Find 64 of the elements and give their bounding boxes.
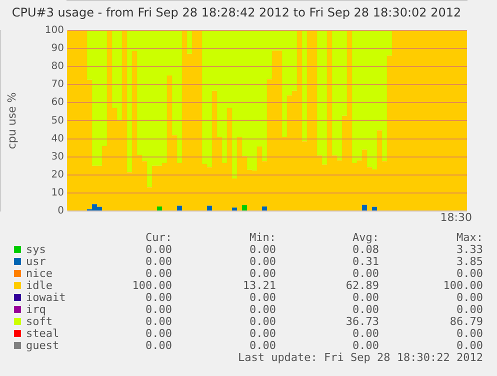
text: 0.00 (250, 327, 276, 340)
text: 0.00 (250, 303, 276, 316)
y-tick-label: 10 (51, 188, 64, 199)
text: 0.00 (146, 339, 172, 352)
text: 0.00 (352, 327, 379, 340)
y-tick-label: 90 (51, 43, 64, 54)
text: Cur: (146, 231, 172, 244)
legend-label: nice (26, 267, 52, 280)
text: 0.00 (250, 291, 276, 304)
text: 0.00 (456, 291, 483, 304)
text: 13.21 (242, 279, 276, 292)
legend-label: idle (26, 279, 52, 292)
legend-label: steal (26, 327, 60, 340)
y-tick-label: 40 (51, 133, 64, 144)
chart-title: CPU#3 usage - from Fri Sep 28 18:28:42 2012 to Fri Sep 28 18:30:02 2012 (12, 5, 462, 20)
text: 0.00 (146, 327, 172, 340)
text: 0.00 (146, 291, 172, 304)
y-tick-label: 100 (44, 24, 64, 36)
text: 0.00 (352, 303, 379, 316)
legend-label: sys (26, 243, 46, 256)
text: 0.00 (352, 291, 379, 304)
legend-label: iowait (26, 291, 66, 304)
text: 100.00 (443, 279, 483, 292)
text: 0.00 (146, 243, 172, 256)
text: 0.00 (352, 267, 379, 280)
text: 62.89 (346, 279, 379, 292)
y-tick-label: 30 (51, 151, 64, 162)
text: 86.79 (450, 315, 483, 328)
text: 3.85 (456, 255, 483, 268)
text: 3.33 (456, 243, 483, 256)
text: 0.00 (352, 339, 379, 352)
text: 0.00 (146, 255, 172, 268)
y-tick-label: 80 (51, 61, 64, 72)
text: 0.00 (146, 315, 172, 328)
text: Min: (250, 231, 276, 244)
legend-label: soft (26, 315, 52, 328)
text: Max: (456, 231, 483, 244)
text: Avg: (352, 231, 379, 244)
legend-label: usr (26, 255, 46, 268)
y-tick-label: 50 (51, 115, 64, 126)
text: 0.00 (250, 315, 276, 328)
text: 0.00 (456, 339, 483, 352)
text: 36.73 (346, 315, 379, 328)
text: 0.00 (250, 339, 276, 352)
y-tick-label: 70 (51, 79, 64, 90)
y-tick-label: 0 (58, 206, 64, 217)
text: 0.00 (146, 267, 172, 280)
text: 0.00 (250, 243, 276, 256)
legend-label: guest (26, 339, 60, 352)
text: 0.00 (250, 267, 276, 280)
text: 0.31 (352, 255, 379, 268)
text: 0.00 (250, 255, 276, 268)
annotation: 18:30 (440, 211, 472, 224)
text: 0.00 (456, 303, 483, 316)
text: 0.00 (146, 303, 172, 316)
y-axis-title: cpu use % (5, 92, 18, 150)
text: 100.00 (132, 279, 172, 292)
text: 0.00 (456, 327, 483, 340)
text: Last update: Fri Sep 28 18:30:22 2012 (238, 351, 483, 364)
y-tick-label: 60 (51, 97, 64, 108)
legend-label: irq (26, 303, 46, 316)
text: 0.00 (456, 267, 483, 280)
y-tick-label: 20 (51, 169, 64, 180)
text: 0.08 (352, 243, 379, 256)
